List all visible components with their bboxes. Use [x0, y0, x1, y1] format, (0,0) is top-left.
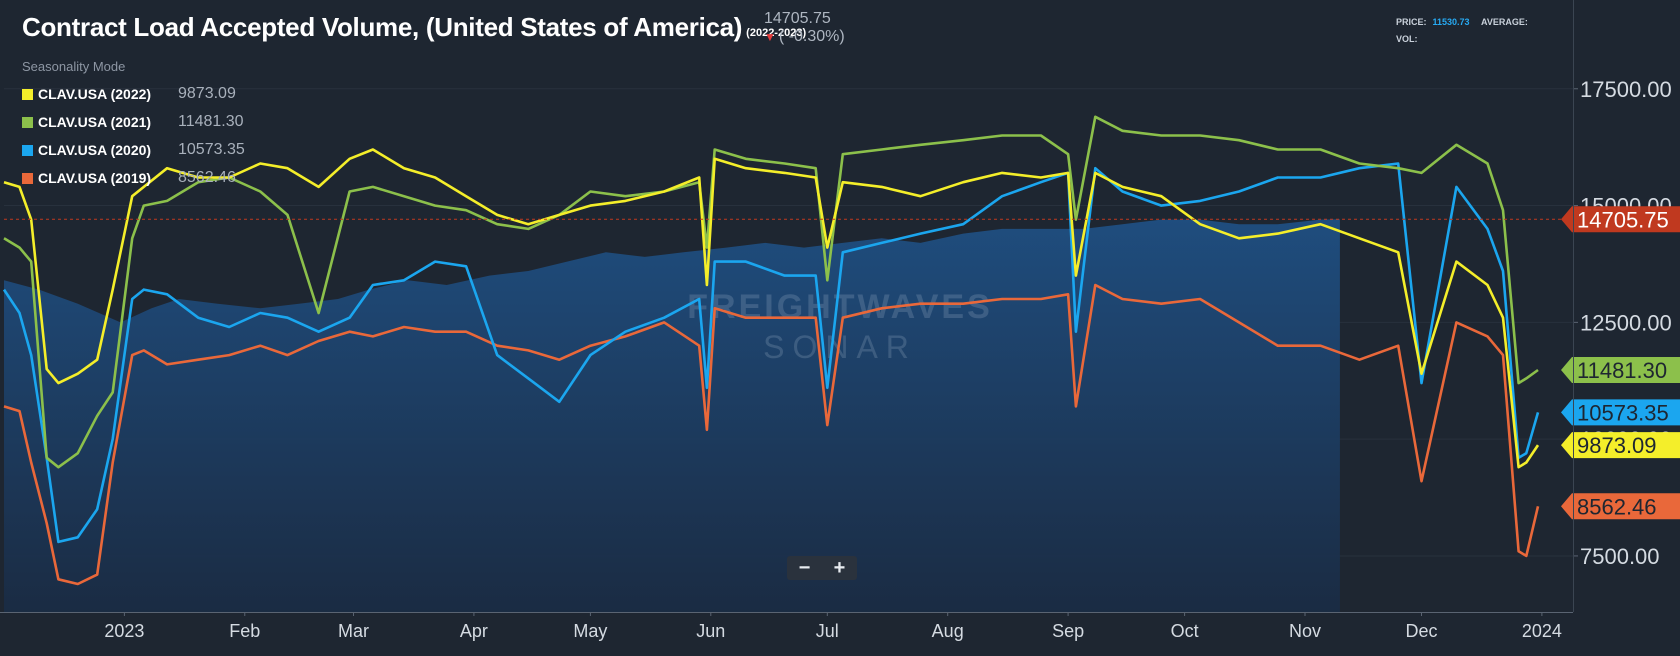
legend-swatch: [22, 172, 33, 184]
y-tick-label: 17500.00: [1580, 77, 1672, 102]
zoom-in-button[interactable]: +: [833, 556, 846, 579]
y-tick-label: 7500.00: [1580, 544, 1660, 569]
area-series-2023: [4, 219, 1340, 613]
y-axis-border: [1573, 0, 1574, 612]
zoom-out-button[interactable]: −: [798, 556, 811, 579]
value-tag-label: 11481.30: [1577, 358, 1667, 383]
value-tag-label: 14705.75: [1577, 207, 1669, 232]
average-label: AVERAGE:: [1481, 17, 1528, 27]
legend-swatch: [22, 116, 33, 128]
value-tag-bg: [1561, 206, 1680, 233]
series-line-2022: [3, 148, 1540, 469]
legend: CLAV.USA (2022) 9873.09 CLAV.USA (2021) 11…: [22, 80, 245, 192]
x-tick-label: Jun: [696, 621, 725, 641]
value-tag-bg: [1561, 432, 1680, 459]
price-label: PRICE:: [1396, 17, 1427, 27]
vol-label: VOL:: [1396, 34, 1418, 44]
x-tick-label: Jul: [816, 621, 839, 641]
x-tick-label: Mar: [338, 621, 369, 641]
value-tag-bg: [1561, 493, 1680, 520]
price-info: PRICE: 11530.73: [1396, 17, 1470, 27]
legend-value: 10573.35: [178, 141, 245, 158]
x-tick-label: 2023: [104, 621, 144, 641]
value-tag: 9873.09: [1561, 432, 1680, 459]
last-value: 14705.75: [764, 10, 831, 27]
series-line-2019: [3, 283, 1540, 586]
x-axis: 2023 Feb Mar Apr May Jun Jul Aug Sep Oct Nov Dec 202…: [0, 612, 1573, 641]
series-lines: [2, 115, 1540, 586]
legend-value: 11481.30: [178, 113, 244, 130]
legend-value: 8562.46: [178, 169, 236, 186]
legend-swatch: [22, 88, 33, 100]
legend-name: CLAV.USA (2020): [38, 142, 152, 158]
value-tag: 11481.30: [1561, 356, 1680, 383]
series-line-2021: [3, 115, 1539, 469]
legend-item[interactable]: CLAV.USA (2020) 10573.35: [22, 136, 245, 164]
value-tag-bg: [1561, 356, 1680, 383]
page-title: Contract Load Accepted Volume, (United S…: [22, 12, 743, 42]
date-range: (2022-2023): [746, 27, 807, 39]
value-tag: 14705.75: [1561, 206, 1680, 233]
legend-item[interactable]: CLAV.USA (2021) 11481.30: [22, 108, 245, 136]
legend-swatch: [22, 144, 33, 156]
down-arrow-icon: ▼: [764, 30, 776, 44]
change-value: ▼( -0.30%): [764, 28, 845, 46]
x-tick-label: Aug: [932, 621, 964, 641]
title-row: Contract Load Accepted Volume, (United S…: [22, 12, 806, 43]
legend-item[interactable]: CLAV.USA (2019) 8562.46: [22, 164, 245, 192]
seasonality-mode-label: Seasonality Mode: [22, 59, 126, 74]
legend-name: CLAV.USA (2022): [38, 86, 152, 102]
legend-item[interactable]: CLAV.USA (2022) 9873.09: [22, 80, 245, 108]
value-tag-label: 9873.09: [1577, 433, 1657, 458]
value-tags: 14705.75 9873.09 11481.30 10573.35 8562.46: [1561, 206, 1680, 520]
price-value: 11530.73: [1432, 17, 1470, 27]
series-line-2020: [2, 162, 1540, 544]
change-text: ( -0.30%): [778, 28, 845, 45]
x-tick-label: 2024: [1522, 621, 1562, 641]
y-tick-label: 12500.00: [1580, 310, 1672, 335]
zoom-controls: − +: [787, 556, 857, 580]
watermark-freightwaves: FREIGHTWAVES: [687, 288, 993, 326]
value-tag-label: 8562.46: [1577, 494, 1657, 519]
legend-name: CLAV.USA (2021): [38, 114, 152, 130]
value-tag-bg: [1561, 399, 1680, 426]
legend-name: CLAV.USA (2019): [38, 170, 152, 186]
value-tag: 10573.35: [1561, 399, 1680, 426]
x-tick-label: Oct: [1171, 621, 1199, 641]
x-tick-label: Apr: [460, 621, 488, 641]
legend-value: 9873.09: [178, 85, 236, 102]
value-tag: 8562.46: [1561, 493, 1680, 520]
x-tick-label: Sep: [1052, 621, 1084, 641]
x-tick-label: Dec: [1405, 621, 1437, 641]
x-tick-label: Nov: [1289, 621, 1321, 641]
x-tick-label: May: [573, 621, 607, 641]
value-tag-label: 10573.35: [1577, 400, 1669, 425]
x-tick-label: Feb: [229, 621, 260, 641]
